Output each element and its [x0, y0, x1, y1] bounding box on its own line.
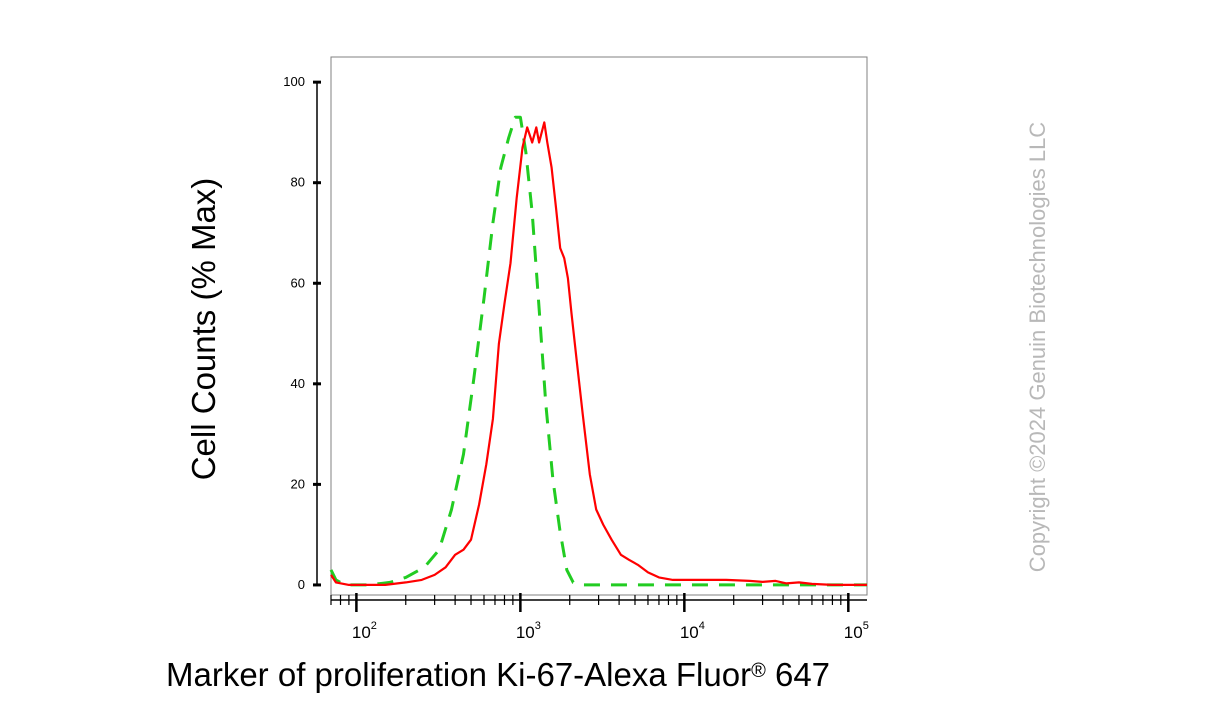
y-tick-label: 40: [291, 376, 305, 391]
x-axis-label-tail: 647: [766, 656, 830, 693]
copyright-watermark: Copyright ©2024 Genuin Biotechnologies L…: [1025, 122, 1050, 573]
x-axis-label: Marker of proliferation Ki-67-Alexa Fluo…: [166, 656, 830, 693]
y-tick-label: 20: [291, 476, 305, 491]
x-tick-label: 102: [352, 620, 377, 642]
y-tick-label: 0: [298, 577, 305, 592]
x-tick-label: 104: [680, 620, 705, 642]
series-line-solid-red: [330, 121, 867, 586]
y-tick-label: 60: [291, 275, 305, 290]
x-tick-label: 105: [844, 620, 869, 642]
y-axis-label: Cell Counts (% Max): [185, 178, 222, 481]
x-tick-label: 103: [516, 620, 541, 642]
x-axis-label-main: Marker of proliferation Ki-67-Alexa Fluo…: [166, 656, 751, 693]
y-tick-label: 80: [291, 175, 305, 190]
y-tick-label: 100: [283, 74, 305, 89]
x-axis-label-registered: ®: [751, 660, 766, 682]
series-layer: [329, 115, 867, 587]
x-axis: 102 103 104 105: [330, 593, 869, 642]
y-axis: 0 20 40 60 80 100: [283, 74, 321, 592]
series-line-dashed-green: [329, 115, 867, 587]
